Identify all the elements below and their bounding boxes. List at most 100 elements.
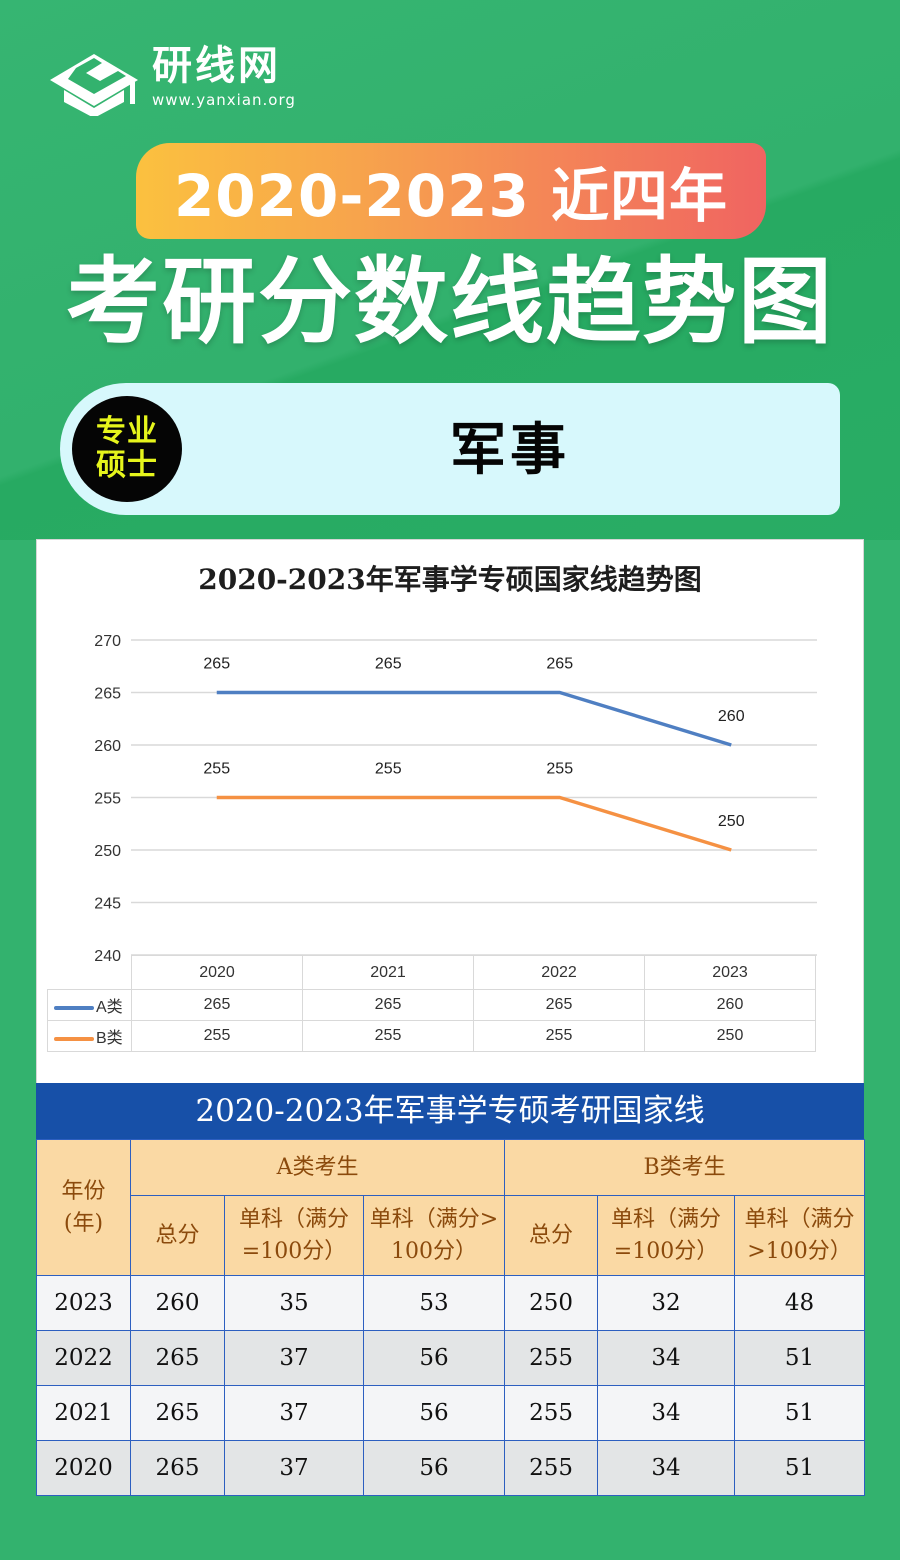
legend-line-orange-icon [54,1036,94,1041]
chart-table-year: 2022 [473,955,645,990]
data-label: 255 [546,761,573,778]
chart-table-cell: 265 [131,989,303,1021]
chart-table-year: 2023 [644,955,816,990]
legend-label: A类 [96,999,123,1016]
trend-chart-panel: 2020-2023年军事学专硕国家线趋势图 240 245 250 255 260 265… [36,539,864,1085]
data-label: 265 [546,656,573,673]
chart-table-cell: 260 [644,989,816,1021]
cell-a-s100: 35 [224,1275,364,1331]
legend-item-a: A类 [47,989,132,1021]
a-single-100-header: 单科（满分 =100分） [224,1195,364,1276]
chart-table-row-a: A类 265 265 265 260 [47,989,816,1021]
header-text: 单科（满分 [611,1206,722,1232]
brand-url: www.yanxian.org [152,91,296,109]
cell-a-sgt100: 56 [362,1330,506,1386]
brand-name: 研线网 [152,43,281,89]
cell-b-total: 255 [504,1440,599,1496]
cell-a-s100: 37 [224,1330,364,1386]
table-row: 2020 265 37 56 255 34 51 [36,1440,866,1496]
cell-b-s100: 34 [597,1440,736,1496]
subject-name: 军事 [450,417,570,483]
subject-bar [60,383,840,515]
chart-table-cell: 255 [302,1020,474,1052]
data-label: 255 [203,761,230,778]
cell-b-s100: 32 [597,1275,736,1331]
data-label: 260 [718,708,745,725]
chart-table-cell: 265 [302,989,474,1021]
page-title: 考研分数线趋势图 [65,248,834,357]
header-text: (年) [63,1210,104,1236]
year-column-header: 年份 (年) [36,1139,131,1276]
legend-line-blue-icon [54,1005,94,1010]
score-table-title: 2020-2023年军事学专硕考研国家线 [36,1083,864,1139]
cell-a-sgt100: 53 [362,1275,506,1331]
cell-year: 2022 [36,1330,131,1386]
y-tick-label: 260 [94,738,121,755]
degree-type-badge: 专业 硕士 [72,396,182,502]
cell-b-s100: 34 [597,1330,736,1386]
cell-a-sgt100: 56 [362,1385,506,1441]
cell-a-total: 265 [130,1330,225,1386]
badge-line-1: 专业 [96,414,158,449]
header-text: 100分） [391,1238,477,1264]
table-row: 2021 265 37 56 255 34 51 [36,1385,866,1441]
series-line-a [216,690,732,747]
y-tick-label: 270 [94,633,121,650]
a-single-gt100-header: 单科（满分> 100分） [362,1195,506,1276]
data-label: 255 [375,761,402,778]
cell-b-total: 255 [504,1330,599,1386]
y-tick-label: 250 [94,843,121,860]
cell-b-sgt100: 51 [734,1330,866,1386]
badge-line-2: 硕士 [96,448,158,483]
score-header-row-1: 年份 (年) A类考生 B类考生 [36,1139,866,1276]
cell-b-sgt100: 51 [734,1385,866,1441]
header-text: 年份 [61,1178,106,1204]
graduation-cap-icon [46,36,144,118]
score-table-block: 2020-2023年军事学专硕考研国家线 年份 (年) A类考生 B类考生 总分… [36,1083,866,1496]
group-b-header: B类考生 [504,1139,866,1196]
y-tick-label: 265 [94,686,121,703]
data-label: 265 [375,656,402,673]
chart-table-corner [47,955,132,990]
table-row: 2023 260 35 53 250 32 48 [36,1275,866,1331]
year-range-text: 2020-2023 近四年 [173,162,729,230]
header-text: 单科（满分> [369,1206,499,1232]
y-tick-label: 245 [94,896,121,913]
cell-a-sgt100: 56 [362,1440,506,1496]
header-text: =100分） [613,1238,719,1264]
cell-b-sgt100: 51 [734,1440,866,1496]
header-text: =100分） [241,1238,347,1264]
table-row: 2022 265 37 56 255 34 51 [36,1330,866,1386]
cell-a-total: 265 [130,1385,225,1441]
cell-b-sgt100: 48 [734,1275,866,1331]
group-a-header: A类考生 [129,1139,506,1196]
b-single-gt100-header: 单科（满分 >100分） [734,1195,866,1276]
chart-table-cell: 250 [644,1020,816,1052]
header-text: >100分） [747,1238,852,1264]
chart-table-cell: 255 [131,1020,303,1052]
chart-title: 2020-2023年军事学专硕国家线趋势图 [198,563,702,596]
y-tick-label: 255 [94,791,121,808]
a-total-header: 总分 [130,1195,225,1276]
header-text: 单科（满分 [238,1206,349,1232]
chart-table-header-row: 2020 2021 2022 2023 [47,955,816,990]
header-text: 单科（满分 [744,1206,855,1232]
series-line-b [216,795,732,852]
chart-table-row-b: B类 255 255 255 250 [47,1020,816,1052]
cell-year: 2023 [36,1275,131,1331]
legend-item-b: B类 [47,1020,132,1052]
cell-year: 2021 [36,1385,131,1441]
data-label: 265 [203,656,230,673]
chart-table-year: 2021 [302,955,474,990]
chart-data-table: 2020 2021 2022 2023 A类 265 265 265 260 B… [47,955,816,1052]
legend-label: B类 [96,1030,123,1047]
score-header-row-2: 总分 单科（满分 =100分） 单科（满分> 100分） 总分 单科（满分 =1… [37,1195,866,1276]
cell-b-total: 255 [504,1385,599,1441]
year-range-banner: 2020-2023 近四年 [136,143,766,239]
cell-b-total: 250 [504,1275,599,1331]
chart-table-year: 2020 [131,955,303,990]
chart-table-cell: 255 [473,1020,645,1052]
b-total-header: 总分 [504,1195,599,1276]
score-table: 年份 (年) A类考生 B类考生 总分 单科（满分 =100分） 单科（满分> … [36,1139,866,1496]
cell-a-total: 265 [130,1440,225,1496]
